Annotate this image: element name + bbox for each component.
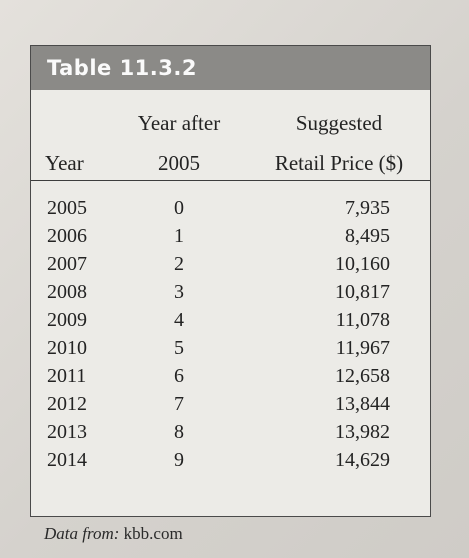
cell-year-after: 6 <box>174 365 184 387</box>
cell-price: 11,967 <box>335 337 390 359</box>
cell-year: 2009 <box>47 309 87 331</box>
table-row: 2006 1 8,495 <box>31 222 430 250</box>
source-note: Data from: kbb.com <box>44 524 183 544</box>
table-row: 2014 9 14,629 <box>31 446 430 474</box>
cell-year: 2013 <box>47 421 87 443</box>
cell-year: 2011 <box>47 365 87 387</box>
source-value: kbb.com <box>123 524 183 543</box>
table-title: Table 11.3.2 <box>31 46 430 90</box>
cell-year-after: 2 <box>174 253 184 275</box>
cell-year-after: 9 <box>174 449 184 471</box>
cell-year: 2014 <box>47 449 87 471</box>
cell-year-after: 7 <box>174 393 184 415</box>
cell-year-after: 8 <box>174 421 184 443</box>
data-table: Table 11.3.2 Year after Suggested Year 2… <box>30 45 431 517</box>
table-body: 2005 0 7,935 2006 1 8,495 2007 2 10,160 … <box>31 194 430 474</box>
cell-year-after: 1 <box>174 225 184 247</box>
cell-year: 2006 <box>47 225 87 247</box>
cell-year-after: 3 <box>174 281 184 303</box>
cell-year: 2008 <box>47 281 87 303</box>
header-divider <box>31 180 430 181</box>
table-row: 2009 4 11,078 <box>31 306 430 334</box>
cell-price: 13,844 <box>335 393 390 415</box>
cell-year-after: 0 <box>174 197 184 219</box>
cell-year: 2005 <box>47 197 87 219</box>
table-row: 2005 0 7,935 <box>31 194 430 222</box>
cell-price: 13,982 <box>335 421 390 443</box>
header-year-after-line1: Year after <box>137 111 221 135</box>
header-year-after-line2: 2005 <box>158 151 200 175</box>
table-row: 2011 6 12,658 <box>31 362 430 390</box>
header-price-line2: Retail Price ($) <box>274 151 404 175</box>
table-row: 2010 5 11,967 <box>31 334 430 362</box>
cell-price: 10,160 <box>335 253 390 275</box>
header-year: Year <box>45 151 84 175</box>
cell-price: 11,078 <box>335 309 390 331</box>
cell-year: 2007 <box>47 253 87 275</box>
cell-price: 8,495 <box>345 225 390 247</box>
cell-price: 12,658 <box>335 365 390 387</box>
table-row: 2007 2 10,160 <box>31 250 430 278</box>
cell-year: 2010 <box>47 337 87 359</box>
cell-year-after: 5 <box>174 337 184 359</box>
source-label: Data from: <box>44 524 120 543</box>
cell-price: 7,935 <box>345 197 390 219</box>
cell-price: 14,629 <box>335 449 390 471</box>
cell-year: 2012 <box>47 393 87 415</box>
header-price-line1: Suggested <box>295 111 383 135</box>
table-row: 2013 8 13,982 <box>31 418 430 446</box>
table-row: 2008 3 10,817 <box>31 278 430 306</box>
table-row: 2012 7 13,844 <box>31 390 430 418</box>
cell-price: 10,817 <box>335 281 390 303</box>
cell-year-after: 4 <box>174 309 184 331</box>
